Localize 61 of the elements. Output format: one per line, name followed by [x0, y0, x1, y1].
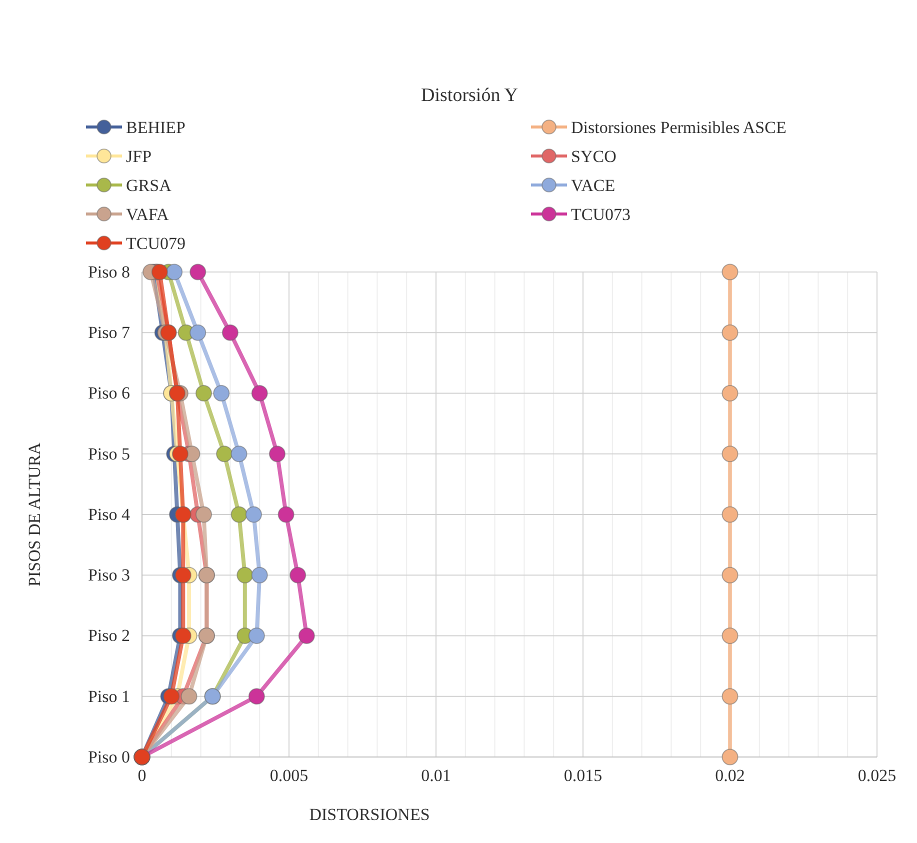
y-tick-label: Piso 2 [88, 626, 130, 646]
x-tick-label: 0.01 [421, 766, 451, 786]
point [722, 446, 738, 462]
point [230, 446, 248, 462]
legend-label: GRSA [126, 176, 172, 195]
point [174, 627, 192, 644]
y-tick-label: Piso 1 [88, 686, 130, 706]
y-tick-label: Piso 0 [88, 747, 130, 766]
x-tick-label: 0.005 [270, 766, 308, 786]
point [722, 566, 738, 584]
point [722, 627, 738, 644]
point [248, 688, 265, 705]
y-axis-title: PISOS DE ALTURA [25, 442, 44, 586]
legend-label: TCU079 [126, 234, 186, 253]
point [190, 324, 206, 341]
point [251, 566, 268, 584]
y-tick-label: Piso 4 [88, 504, 130, 524]
y-tick-label: Piso 7 [88, 323, 130, 342]
point [278, 506, 294, 523]
point [722, 748, 738, 766]
legend-label: TCU073 [571, 205, 630, 224]
y-tick-label: Piso 6 [88, 384, 130, 403]
x-tick-label: 0.015 [564, 766, 602, 786]
point [290, 566, 306, 584]
point [248, 627, 265, 644]
y-tick-label: Piso 8 [88, 262, 130, 282]
point [216, 446, 233, 462]
point [195, 384, 212, 402]
y-tick-label: Piso 5 [88, 444, 130, 464]
point [180, 688, 198, 705]
point [222, 324, 238, 341]
legend-label: VAFA [126, 205, 170, 224]
point [298, 627, 315, 644]
point [174, 566, 192, 584]
point [722, 688, 738, 705]
y-tick-label: Piso 3 [88, 566, 130, 585]
point [236, 566, 254, 584]
point [163, 688, 180, 705]
point [230, 506, 248, 523]
x-tick-label: 0 [138, 766, 146, 786]
x-tick-label: 0.02 [715, 766, 745, 786]
point [190, 264, 206, 280]
point [195, 506, 212, 523]
point [722, 324, 738, 341]
point [213, 384, 230, 402]
point [268, 446, 286, 462]
point [151, 264, 168, 280]
x-axis-title: DISTORSIONES [309, 805, 430, 824]
point [251, 384, 268, 402]
x-tick-label: 0.025 [858, 766, 896, 786]
chart-title: Distorsión Y [421, 85, 518, 106]
point [722, 506, 738, 523]
legend-label: SYCO [571, 147, 616, 166]
point [722, 384, 738, 402]
point [722, 264, 738, 280]
legend-label: BEHIEP [126, 118, 186, 137]
legend-label: JFP [126, 147, 152, 166]
point [245, 506, 262, 523]
legend-label: VACE [571, 176, 616, 195]
legend-label: Distorsiones Permisibles ASCE [571, 118, 786, 137]
point [166, 264, 183, 280]
